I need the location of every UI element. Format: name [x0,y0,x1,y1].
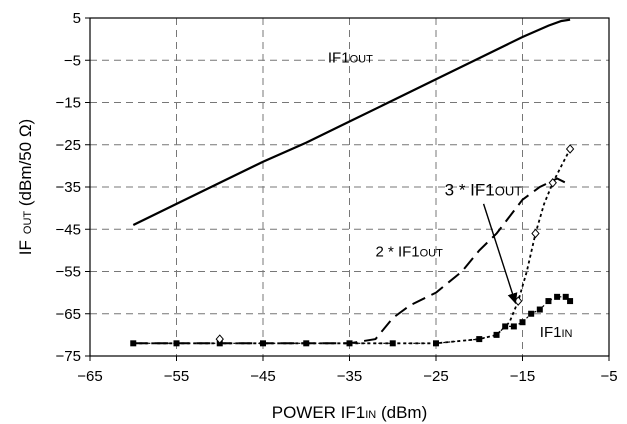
series-if1in-point [554,293,561,300]
annotation-arrow [482,203,518,305]
y-tick-label: −25 [56,137,81,154]
y-axis-label-sub: OUT [22,211,34,235]
x-axis-label: POWER IF1IN (dBm) [272,403,428,422]
y-axis-label-main: IF [16,240,35,255]
annotation-main: 2 * IF1 [375,244,419,261]
series-3-if1out-point [565,144,575,154]
annotation-label: IF1IN [540,324,573,341]
annotation-label: 2 * IF1OUT [375,244,443,261]
x-tick-label: −25 [423,368,448,385]
series-if1in-point [567,298,574,305]
x-tick-labels: −65 −55 −45 −35 −25 −15 −5 [77,356,618,385]
annotation-sub: OUT [495,183,523,198]
series-if1in-point [389,340,396,347]
x-tick-label: −5 [600,368,617,385]
series-if1out-line [132,18,571,226]
grid [90,18,609,356]
y-tick-label: −35 [56,179,81,196]
x-tick-label: −15 [510,368,535,385]
series-if1in-point [303,340,310,347]
annotation-sub: OUT [350,53,374,65]
x-tick-label: −55 [164,368,189,385]
x-tick-label: −35 [337,368,362,385]
y-tick-label: −75 [56,348,81,365]
y-tick-label: −65 [56,306,81,323]
series-layer [130,18,575,347]
series-if1in-point [433,340,439,347]
series-3-if1out-point [514,296,523,306]
series-if1in-point [130,340,137,347]
x-axis-label-sub: IN [365,409,376,421]
y-tick-label: −5 [64,52,81,69]
series-3-if1out-point [548,178,557,188]
annotation-label: 3 * IF1OUT [445,180,523,199]
annotation-main: IF1 [540,324,562,341]
x-tick-label: −65 [77,368,102,385]
series-if1in-point [536,306,543,313]
series-if1in-point [260,340,266,347]
series-3-if1out-point [215,334,224,344]
x-tick-label: −45 [250,368,275,385]
series-if1in-point [545,298,552,305]
series-3-if1out-point [531,228,540,239]
annotation-label: IF1OUT [328,49,373,66]
y-tick-label: −15 [56,95,81,112]
annotation-sub: OUT [420,248,444,260]
series-if1in-point [493,331,500,338]
y-axis-label-unit: (dBm/50 Ω) [16,119,35,211]
y-tick-label: −45 [56,221,81,238]
series-if1in-point [502,323,509,330]
series-if1in-point [173,340,180,347]
annotation-sub: IN [561,328,572,340]
series-if1in-point [528,310,535,317]
y-tick-labels: 5 −5 −15 −25 −35 −45 −55 −65 −75 [56,10,90,365]
annotation-main: IF1 [328,49,350,66]
y-axis-label: IF OUT (dBm/50 Ω) [16,119,35,255]
series-if1in-point [476,336,483,343]
series-if1in-point [562,293,569,300]
x-axis-label-main: POWER IF1 [272,403,366,422]
y-tick-label: 5 [73,10,81,27]
y-tick-label: −55 [56,264,81,281]
series-if1in-point [346,340,353,347]
series-if1in-line [133,296,571,344]
series-if1in-point [519,319,526,326]
series-if1in-point [510,323,517,330]
x-axis-label-unit: (dBm) [376,403,427,422]
annotation-main: 3 * IF1 [445,180,495,199]
